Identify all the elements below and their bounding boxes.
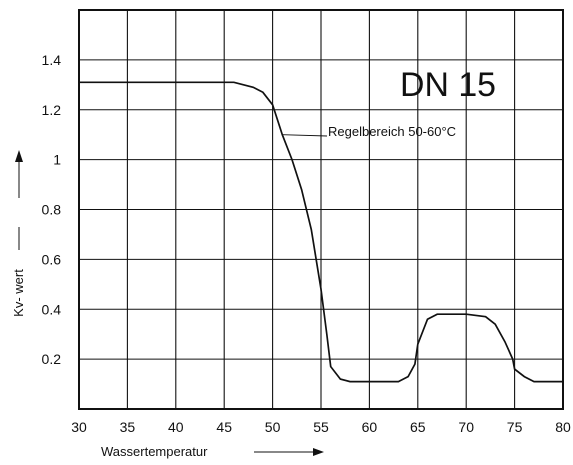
x-tick-label: 35	[120, 419, 136, 435]
y-tick-label: 1.2	[42, 102, 62, 118]
y-tick-label: 1.4	[42, 52, 62, 68]
y-tick-label: 1	[53, 152, 61, 168]
tick-labels: 30 35 40 45 50 55 60 65 70 75 80 0.2 0.4 0.6 0.8 1 1.2 1.…	[42, 52, 571, 435]
x-tick-label: 30	[71, 419, 87, 435]
y-tick-label: 0.4	[42, 301, 62, 317]
chart-size-label: DN 15	[400, 66, 496, 104]
x-tick-label: 80	[555, 419, 571, 435]
x-tick-label: 60	[362, 419, 378, 435]
x-tick-label: 55	[313, 419, 329, 435]
x-tick-label: 40	[168, 419, 184, 435]
x-tick-label: 70	[458, 419, 474, 435]
grid	[79, 10, 563, 409]
x-axis-title: Wassertemperatur	[101, 444, 208, 459]
x-axis-arrow-head	[313, 448, 324, 456]
x-tick-label: 75	[507, 419, 523, 435]
x-tick-label: 50	[265, 419, 281, 435]
plot-frame	[78, 9, 564, 410]
x-tick-label: 45	[216, 419, 232, 435]
x-tick-label: 65	[410, 419, 426, 435]
y-axis-arrow-head	[15, 150, 23, 162]
annotation-text: Regelbereich 50-60°C	[328, 124, 456, 139]
y-axis-title: Kv- wert	[11, 269, 26, 317]
y-tick-label: 0.8	[42, 202, 62, 218]
y-tick-label: 0.6	[42, 251, 62, 267]
annotation-leader	[282, 134, 328, 137]
y-tick-label: 0.2	[42, 351, 62, 367]
